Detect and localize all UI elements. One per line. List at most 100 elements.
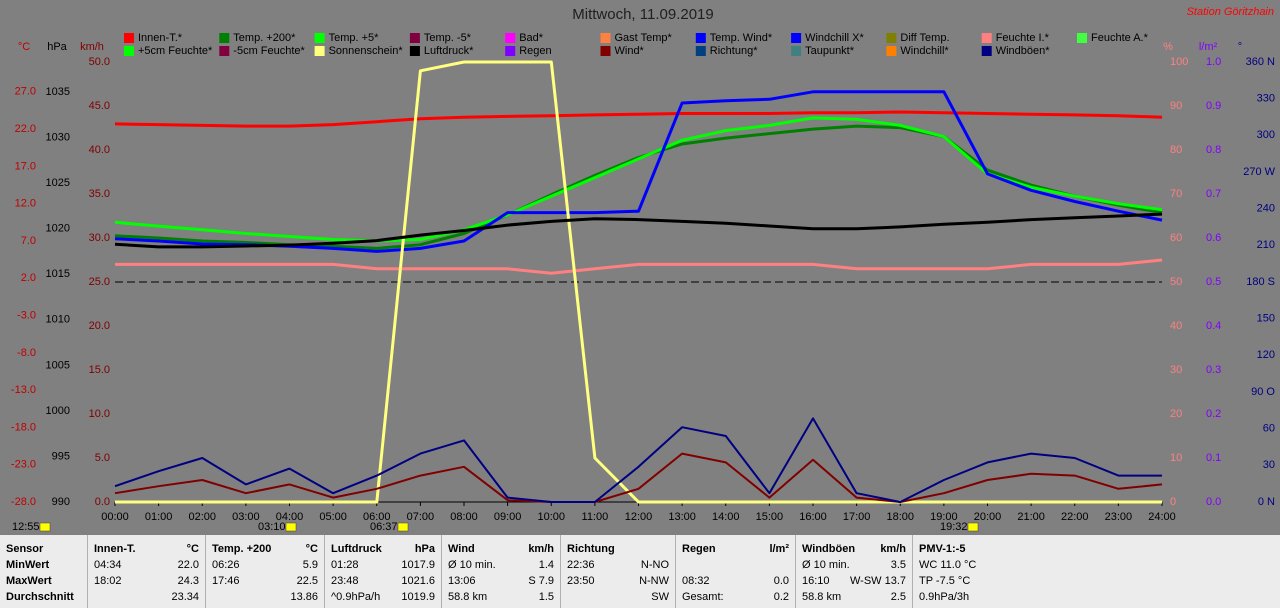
stats-title: Luftdruck	[331, 543, 382, 555]
axis-unit: hPa	[47, 41, 67, 53]
stats-cell: 58.8 km	[448, 591, 488, 603]
stats-header: Windböen km/h	[802, 541, 906, 557]
stats-row: 16:10 W-SW 13.7	[802, 573, 906, 589]
legend-label: Temp. -5*	[424, 32, 472, 44]
legend-swatch	[124, 33, 134, 43]
stats-title: Windböen	[802, 543, 856, 555]
stats-title: Wind	[448, 543, 475, 555]
y-tick-label: 0.0	[95, 496, 110, 508]
stats-title: PMV-1:-5	[919, 543, 966, 555]
stats-row: Ø 10 min. 3.5	[802, 557, 906, 573]
y-tick-label: 995	[52, 450, 70, 462]
y-tick-label: 120	[1257, 349, 1275, 361]
legend-swatch	[219, 33, 230, 43]
legend-swatch	[981, 46, 992, 56]
y-tick-label: 270 W	[1243, 166, 1275, 178]
x-tick-label: 04:00	[276, 511, 304, 523]
stats-row: Ø 10 min. 1.4	[448, 557, 554, 573]
legend-label: -5cm Feuchte*	[233, 45, 305, 57]
legend-label: +5cm Feuchte*	[138, 45, 213, 57]
x-tick-label: 19:00	[930, 511, 958, 523]
legend-swatch	[695, 33, 706, 43]
legend-label: Temp. +5*	[329, 32, 380, 44]
y-tick-label: -28.0	[11, 496, 36, 508]
legend-swatch	[886, 33, 897, 43]
stats-cell: 04:34	[94, 559, 122, 571]
stats-row: TP -7.5 °C	[919, 573, 1274, 589]
x-tick-label: 23:00	[1105, 511, 1133, 523]
y-tick-label: 10	[1170, 452, 1182, 464]
legend-swatch	[314, 46, 325, 56]
x-tick-label: 14:00	[712, 511, 740, 523]
legend-label: Luftdruck*	[424, 45, 474, 57]
stats-row: 58.8 km 1.5	[448, 589, 554, 605]
y-tick-label: 1025	[46, 177, 70, 189]
legend-label: Bad*	[519, 32, 544, 44]
y-tick-label: 25.0	[89, 276, 110, 288]
y-tick-label: 15.0	[89, 364, 110, 376]
series-line	[114, 417, 1162, 503]
y-tick-label: 180 S	[1246, 276, 1275, 288]
x-tick-label: 01:00	[145, 511, 173, 523]
legend-swatch	[314, 33, 325, 43]
stats-cell: Ø 10 min.	[802, 559, 850, 571]
stats-row: Gesamt: 0.2	[682, 589, 789, 605]
x-tick-label: 24:00	[1148, 511, 1176, 523]
y-tick-label: 1030	[46, 132, 70, 144]
y-tick-label: 30	[1170, 364, 1182, 376]
x-tick-label: 11:00	[582, 511, 609, 523]
series-line	[114, 212, 1163, 249]
y-tick-label: 1020	[46, 223, 70, 235]
legend-label: Windchill*	[900, 45, 949, 57]
y-tick-label: 45.0	[89, 100, 110, 112]
x-tick-label: 05:00	[319, 511, 347, 523]
marker-icon	[967, 522, 979, 532]
legend-label: Taupunkt*	[805, 45, 855, 57]
stats-cell: 1.5	[538, 591, 554, 603]
x-tick-label: 09:00	[494, 511, 522, 523]
stats-header: Temp. +200 °C	[212, 541, 318, 557]
stats-cell: 1021.6	[401, 575, 435, 587]
y-tick-label: 0.4	[1206, 320, 1221, 332]
stats-row: Durchschnitt	[6, 589, 81, 605]
y-tick-label: -13.0	[11, 384, 36, 396]
y-tick-label: 30.0	[89, 232, 110, 244]
time-marker: 06:37	[370, 521, 398, 533]
legend-swatch	[886, 46, 897, 56]
y-tick-label: 150	[1257, 313, 1275, 325]
stats-cell: TP -7.5 °C	[919, 575, 971, 587]
stats-cell: Ø 10 min.	[448, 559, 496, 571]
y-tick-label: 0.0	[1206, 496, 1221, 508]
axis-unit: %	[1163, 41, 1173, 53]
stats-section: Temp. +200 °C 06:26 5.9 17:46 22.5 13.86	[205, 535, 324, 608]
stats-cell: 5.9	[302, 559, 318, 571]
stats-cell: WC 11.0 °C	[919, 559, 977, 571]
stats-row	[682, 557, 789, 573]
y-tick-label: 1000	[46, 405, 70, 417]
x-tick-label: 15:00	[756, 511, 784, 523]
x-tick-label: 12:00	[625, 511, 653, 523]
stats-panel: Sensor MinWert MaxWert Durchschnitt Innen-T.…	[0, 535, 1280, 608]
stats-cell: ^0.9hPa/h	[331, 591, 381, 603]
y-tick-label: 35.0	[89, 188, 110, 200]
y-tick-label: -18.0	[11, 421, 36, 433]
y-tick-label: 0 N	[1258, 496, 1275, 508]
legend-label: Diff Temp.	[900, 32, 949, 44]
x-tick-label: 16:00	[799, 511, 827, 523]
x-tick-label: 21:00	[1017, 511, 1045, 523]
y-tick-label: 0	[1170, 496, 1176, 508]
y-tick-label: 1015	[46, 268, 70, 280]
stats-cell: 23:50	[567, 575, 595, 587]
y-tick-label: 40.0	[89, 144, 110, 156]
legend-label: Windböen*	[996, 45, 1051, 57]
stats-unit: km/h	[528, 543, 554, 555]
stats-cell: 22.5	[296, 575, 318, 587]
stats-cell: Gesamt:	[682, 591, 724, 603]
y-tick-label: 0.2	[1206, 408, 1221, 420]
stats-cell: 22:36	[567, 559, 595, 571]
stats-section: PMV-1:-5 WC 11.0 °C TP -7.5 °C 0.9hPa/3h	[912, 535, 1280, 608]
y-tick-label: 1010	[46, 314, 70, 326]
stats-row: 22:36 N-NO	[567, 557, 669, 573]
stats-cell: N-NW	[639, 575, 669, 587]
background	[0, 0, 1280, 535]
